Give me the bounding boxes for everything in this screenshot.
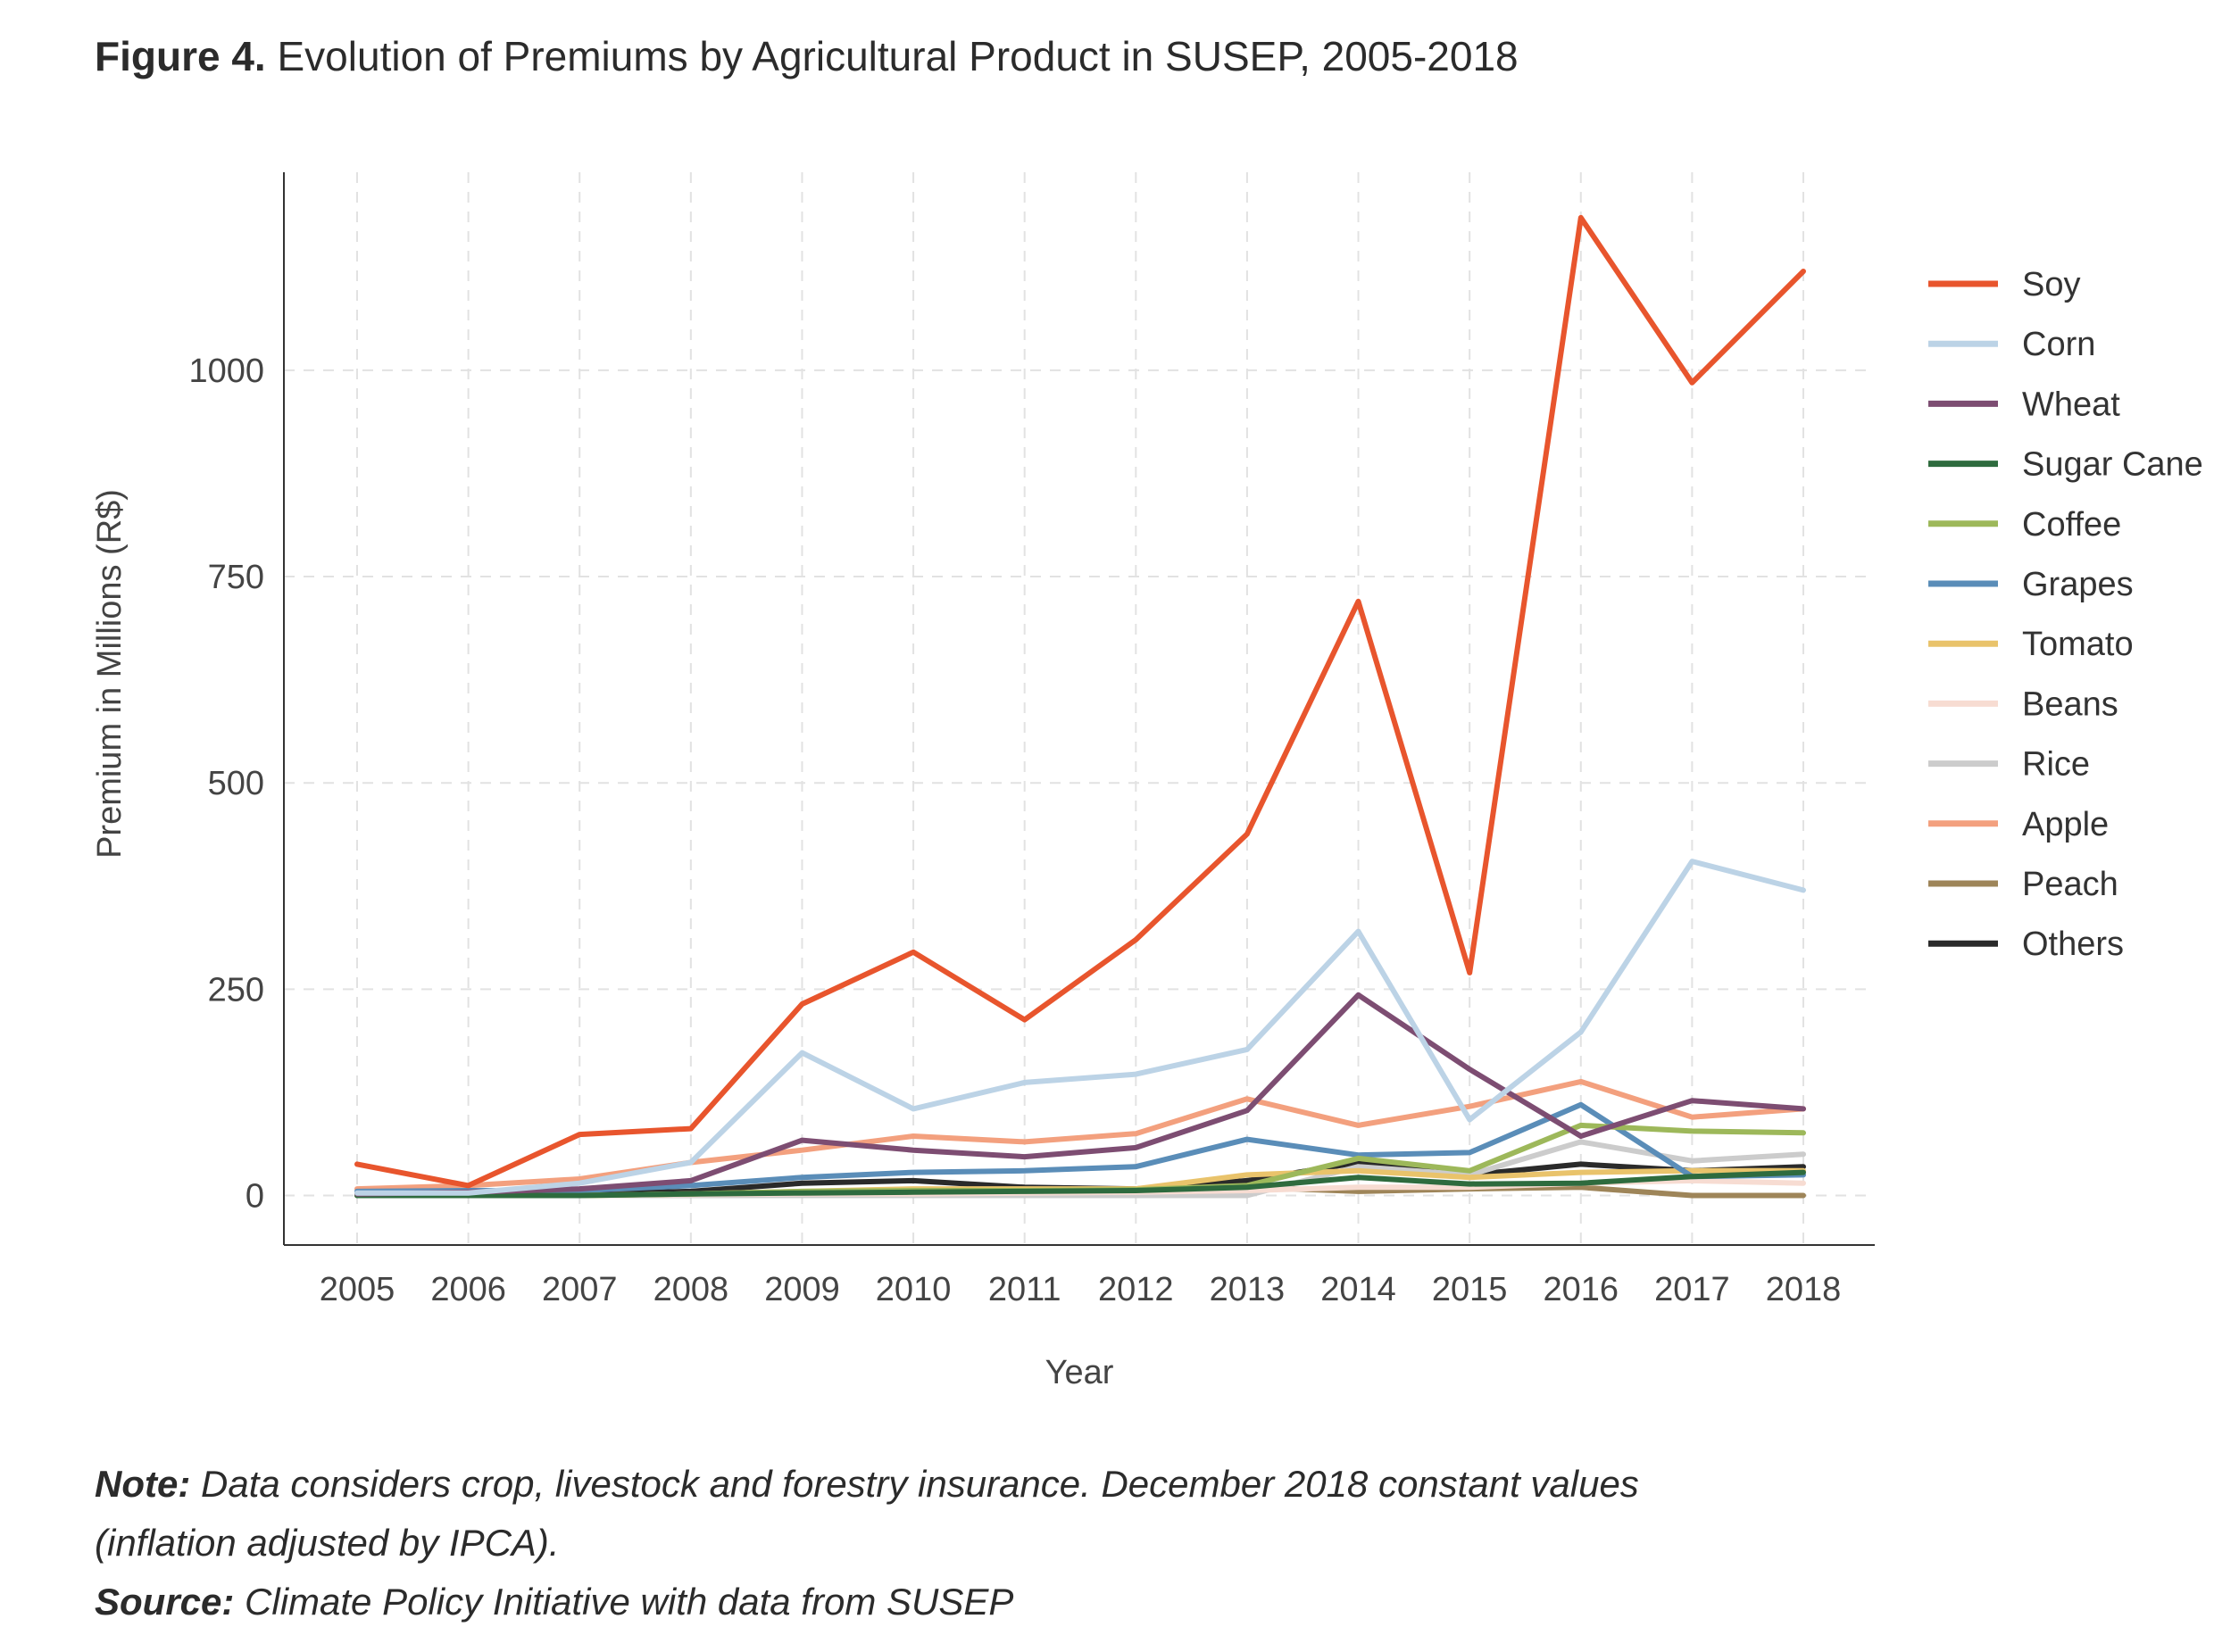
legend: Soy Corn Wheat Sugar Cane Coffee Grapes Tomato… (1928, 266, 2203, 963)
series-line-apple (354, 1078, 1806, 1192)
x-tick-label: 2008 (653, 1271, 729, 1308)
series-lines (354, 214, 1806, 1199)
legend-label: Rice (2022, 746, 2090, 784)
source-line: Source: Climate Policy Initiative with d… (95, 1573, 1639, 1631)
tick-labels: 0 250 500 750 1000 2005 2006 2007 2008 2009 2010 20… (188, 353, 1841, 1308)
x-axis-label: Year (1045, 1354, 1114, 1391)
note-line-1: Note: Data considers crop, livestock and… (95, 1455, 1639, 1514)
legend-label: Beans (2022, 685, 2118, 723)
y-axis-label: Premium in Millions (R$) (91, 489, 129, 859)
x-tick-label: 2013 (1210, 1271, 1286, 1308)
line-chart: 0 250 500 750 1000 2005 2006 2007 2008 2009 2010 20… (91, 172, 2203, 1391)
legend-label: Wheat (2022, 386, 2120, 423)
x-tick-label: 2015 (1432, 1271, 1508, 1308)
source-label: Source: (95, 1581, 235, 1623)
x-tick-label: 2016 (1543, 1271, 1619, 1308)
legend-label: Apple (2022, 806, 2109, 843)
legend-label: Sugar Cane (2022, 446, 2203, 484)
source-text: Climate Policy Initiative with data from… (245, 1581, 1014, 1623)
legend-label: Others (2022, 926, 2124, 963)
y-tick-label: 750 (208, 559, 264, 596)
y-tick-label: 0 (246, 1178, 264, 1216)
figure-notes: Note: Data considers crop, livestock and… (95, 1455, 1639, 1631)
note-text: Data considers crop, livestock and fores… (201, 1463, 1639, 1505)
x-tick-label: 2014 (1320, 1271, 1396, 1308)
y-tick-label: 1000 (188, 353, 264, 390)
note-label: Note: (95, 1463, 191, 1505)
axes (283, 172, 1875, 1246)
legend-label: Tomato (2022, 626, 2134, 663)
note-line-2: (inflation adjusted by IPCA). (95, 1514, 1639, 1573)
series-line-wheat (354, 992, 1806, 1197)
x-tick-label: 2007 (542, 1271, 618, 1308)
note-text-2: (inflation adjusted by IPCA). (95, 1522, 560, 1564)
figure-label: Figure 4. (95, 33, 266, 79)
legend-label: Peach (2022, 866, 2118, 903)
figure-title: Figure 4. Evolution of Premiums by Agric… (95, 32, 1519, 80)
x-tick-label: 2009 (764, 1271, 840, 1308)
legend-label: Grapes (2022, 566, 2134, 603)
series-line-sugar-cane (354, 1169, 1806, 1199)
x-tick-label: 2005 (320, 1271, 395, 1308)
series-line-soy (354, 214, 1806, 1189)
x-tick-label: 2018 (1766, 1271, 1842, 1308)
y-tick-label: 250 (208, 971, 264, 1009)
legend-label: Soy (2022, 266, 2080, 303)
x-tick-label: 2006 (430, 1271, 506, 1308)
x-tick-label: 2011 (988, 1271, 1061, 1308)
legend-label: Coffee (2022, 506, 2121, 544)
x-tick-label: 2010 (876, 1271, 952, 1308)
x-tick-label: 2017 (1654, 1271, 1730, 1308)
y-tick-label: 500 (208, 765, 264, 802)
x-tick-label: 2012 (1098, 1271, 1174, 1308)
legend-label: Corn (2022, 326, 2095, 363)
grid-lines (284, 172, 1875, 1245)
figure-title-text: Evolution of Premiums by Agricultural Pr… (277, 33, 1519, 79)
series-line-corn (354, 859, 1806, 1196)
